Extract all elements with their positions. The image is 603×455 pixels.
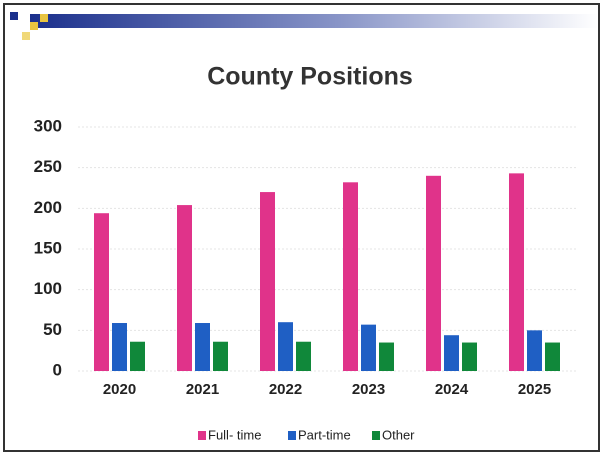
x-tick-label: 2021 bbox=[186, 381, 219, 398]
x-tick-label: 2020 bbox=[103, 381, 136, 398]
deco-square bbox=[10, 12, 18, 20]
deco-square bbox=[40, 14, 48, 22]
header-bar bbox=[30, 14, 598, 28]
legend-label: Part-time bbox=[298, 427, 351, 442]
bar bbox=[343, 182, 358, 371]
x-tick-label: 2025 bbox=[518, 381, 551, 398]
bar bbox=[112, 323, 127, 371]
x-tick-label: 2024 bbox=[435, 381, 469, 398]
legend-label: Other bbox=[382, 427, 415, 442]
legend-swatch bbox=[198, 431, 206, 440]
y-tick-label: 0 bbox=[53, 360, 62, 379]
bar bbox=[94, 213, 109, 371]
bar bbox=[509, 173, 524, 371]
chart-title: County Positions bbox=[207, 63, 413, 91]
legend-swatch bbox=[372, 431, 380, 440]
bar bbox=[278, 322, 293, 371]
bar bbox=[444, 335, 459, 371]
bar bbox=[213, 341, 228, 371]
bar bbox=[296, 341, 311, 371]
bar bbox=[462, 342, 477, 371]
bar bbox=[361, 324, 376, 371]
bar bbox=[177, 205, 192, 371]
bar bbox=[260, 192, 275, 371]
legend-label: Full- time bbox=[208, 427, 261, 442]
bar bbox=[426, 175, 441, 371]
y-tick-label: 150 bbox=[34, 238, 62, 257]
bar bbox=[545, 342, 560, 371]
legend-swatch bbox=[288, 431, 296, 440]
bar bbox=[195, 323, 210, 371]
y-tick-label: 250 bbox=[34, 157, 62, 176]
y-tick-label: 200 bbox=[34, 198, 62, 217]
deco-square bbox=[30, 22, 38, 30]
bar bbox=[130, 341, 145, 371]
x-tick-label: 2023 bbox=[352, 381, 385, 398]
y-tick-label: 100 bbox=[34, 279, 62, 298]
y-tick-label: 50 bbox=[43, 320, 62, 339]
bar bbox=[379, 342, 394, 371]
deco-square bbox=[22, 32, 30, 40]
x-tick-label: 2022 bbox=[269, 381, 302, 398]
y-tick-label: 300 bbox=[34, 116, 62, 135]
bar bbox=[527, 330, 542, 371]
